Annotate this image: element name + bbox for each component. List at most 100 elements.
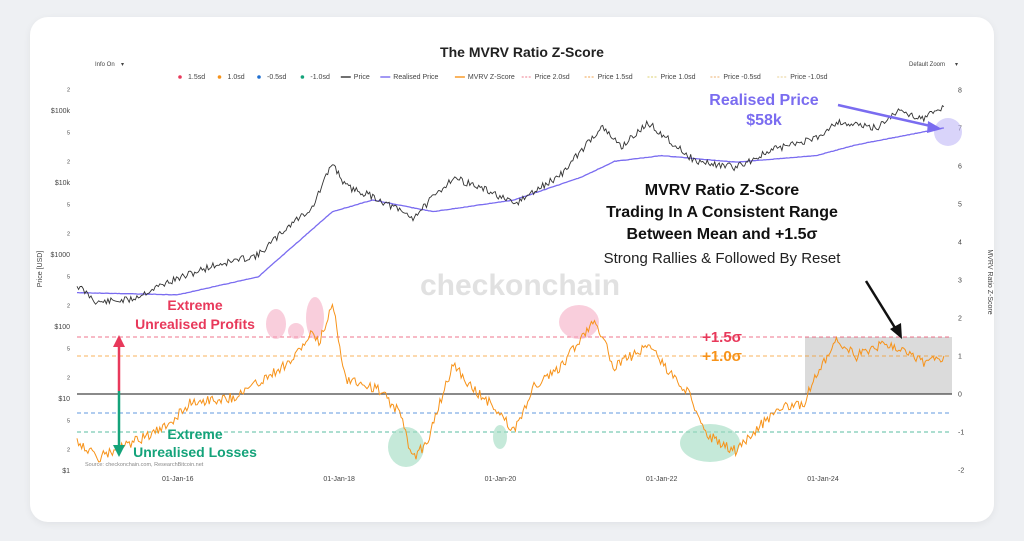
y-right-tick: 3: [958, 278, 962, 285]
legend-label: 1.5sd: [188, 74, 205, 81]
legend-item[interactable]: Price: [340, 74, 370, 81]
zoom-select-caret-icon[interactable]: ▾: [955, 62, 958, 68]
y-left-tick: $10: [58, 396, 70, 403]
legend-label: Realised Price: [393, 74, 438, 81]
legend-item[interactable]: Price -1.0sd: [777, 74, 828, 81]
realised-price-bubble: [934, 118, 962, 146]
realised-arrow-line: [837, 103, 936, 129]
realised-price-title: Realised Price: [709, 92, 819, 109]
annotations: Realised Price $58k MVRV Ratio Z-Score T…: [85, 92, 942, 468]
legend-dot-icon: [178, 75, 182, 79]
legend-dot-icon: [217, 75, 222, 79]
y-right-tick: 2: [958, 316, 962, 323]
y-left-axis-label: Price [USD]: [37, 251, 44, 288]
x-axis-ticks: 01-Jan-16 01-Jan-18 01-Jan-20 01-Jan-22 01-J…: [162, 476, 839, 483]
profit-bubble: [266, 309, 286, 339]
realised-price-line: [77, 127, 944, 296]
price-line: [76, 105, 945, 306]
chart-card: The MVRV Ratio Z-Score Info On ▾ Default…: [30, 17, 994, 522]
info-toggle-label[interactable]: Info On: [95, 62, 115, 68]
legend-item[interactable]: -1.0sd: [300, 74, 330, 81]
profits-label-line-1: Extreme: [167, 297, 222, 313]
legend-label: -1.0sd: [310, 74, 330, 81]
sd-bands: +1.5σ +1.0σ: [77, 329, 952, 433]
sd-band-label: +1.0σ: [702, 348, 742, 365]
source-label: Source: checkonchain.com, ResearchBitcoi…: [85, 462, 204, 468]
losses-label-line-2: Unrealised Losses: [133, 444, 257, 460]
legend-label: -0.5sd: [267, 74, 287, 81]
mvrv-chart: The MVRV Ratio Z-Score Info On ▾ Default…: [37, 44, 993, 483]
y-left-tick: $100k: [51, 108, 71, 115]
y-right-ticks: 876543210-1-2: [958, 88, 964, 475]
legend-item[interactable]: -0.5sd: [257, 74, 287, 81]
legend-label: Price 1.5sd: [598, 74, 633, 81]
legend-item[interactable]: Price 2.0sd: [521, 74, 570, 81]
profit-bubble: [288, 323, 304, 339]
loss-bubble: [680, 424, 740, 462]
y-left-tick: 2: [67, 87, 70, 93]
chart-title: The MVRV Ratio Z-Score: [440, 44, 604, 60]
legend-label: MVRV Z-Score: [468, 74, 515, 81]
zoom-select-label[interactable]: Default Zoom: [909, 62, 945, 68]
y-right-tick: 6: [958, 164, 962, 171]
legend-item[interactable]: Price -0.5sd: [710, 74, 761, 81]
callout-arrow-head: [890, 323, 902, 339]
callout-arrow-line: [864, 280, 899, 332]
y-right-tick: -2: [958, 468, 964, 475]
legend-item[interactable]: MVRV Z-Score: [454, 74, 515, 81]
y-left-tick: 2: [67, 447, 70, 453]
y-left-tick: 5: [67, 347, 70, 353]
x-tick: 01-Jan-20: [485, 476, 517, 483]
y-left-tick: 5: [67, 131, 70, 137]
y-left-tick: $10k: [55, 180, 71, 187]
legend-label: Price: [354, 74, 370, 81]
y-right-axis-label: MVRV Ratio Z-Score: [986, 249, 993, 314]
legend-item[interactable]: Price 1.0sd: [647, 74, 696, 81]
y-right-tick: -1: [958, 430, 964, 437]
y-right-tick: 1: [958, 354, 962, 361]
y-left-tick: 5: [67, 275, 70, 281]
y-left-tick: $1: [62, 468, 70, 475]
y-left-tick: $1000: [51, 252, 71, 259]
y-left-tick: 2: [67, 375, 70, 381]
legend-dot-icon: [300, 75, 305, 79]
loss-arrow-head: [113, 445, 125, 457]
legend-label: Price 1.0sd: [661, 74, 696, 81]
legend-item[interactable]: Realised Price: [380, 74, 439, 81]
legend-item[interactable]: 1.0sd: [217, 74, 245, 81]
sd-band-label: +1.5σ: [702, 329, 742, 346]
legend-item[interactable]: Price 1.5sd: [584, 74, 633, 81]
x-tick: 01-Jan-22: [646, 476, 678, 483]
x-tick: 01-Jan-18: [323, 476, 355, 483]
profits-label-line-2: Unrealised Profits: [135, 316, 255, 332]
x-tick: 01-Jan-16: [162, 476, 194, 483]
legend-dot-icon: [257, 75, 261, 79]
y-left-tick: 2: [67, 231, 70, 237]
legend-label: 1.0sd: [228, 74, 245, 81]
main-callout-line-4: Strong Rallies & Followed By Reset: [604, 250, 842, 267]
legend: 1.5sd 1.0sd -0.5sd -1.0sd Price Realised Pric…: [178, 74, 828, 81]
realised-arrow-head: [927, 121, 942, 133]
watermark: checkonchain: [420, 269, 620, 302]
y-left-ticks: 2 $100k 5 2 $10k 5 2 $1000 5 2 $100 5 2 $10 5 2 $1: [51, 87, 71, 475]
x-tick: 01-Jan-24: [807, 476, 839, 483]
y-right-tick: 8: [958, 88, 962, 95]
loss-bubble: [493, 425, 507, 449]
y-right-tick: 0: [958, 392, 962, 399]
y-left-tick: 5: [67, 203, 70, 209]
y-right-tick: 4: [958, 240, 962, 247]
legend-label: Price -1.0sd: [790, 74, 827, 81]
info-toggle-caret-icon[interactable]: ▾: [121, 62, 124, 68]
profit-arrow-head: [113, 335, 125, 347]
main-callout-line-2: Trading In A Consistent Range: [606, 204, 838, 221]
legend-label: Price -0.5sd: [723, 74, 760, 81]
losses-label-line-1: Extreme: [167, 426, 222, 442]
y-left-tick: 5: [67, 419, 70, 425]
series-lines: [76, 105, 945, 463]
mvrv-zscore-line: [76, 302, 945, 463]
profit-bubble: [306, 297, 324, 339]
main-callout-line-3: Between Mean and +1.5σ: [626, 226, 817, 243]
realised-price-value: $58k: [746, 112, 782, 129]
y-left-tick: 2: [67, 303, 70, 309]
legend-item[interactable]: 1.5sd: [178, 74, 205, 81]
